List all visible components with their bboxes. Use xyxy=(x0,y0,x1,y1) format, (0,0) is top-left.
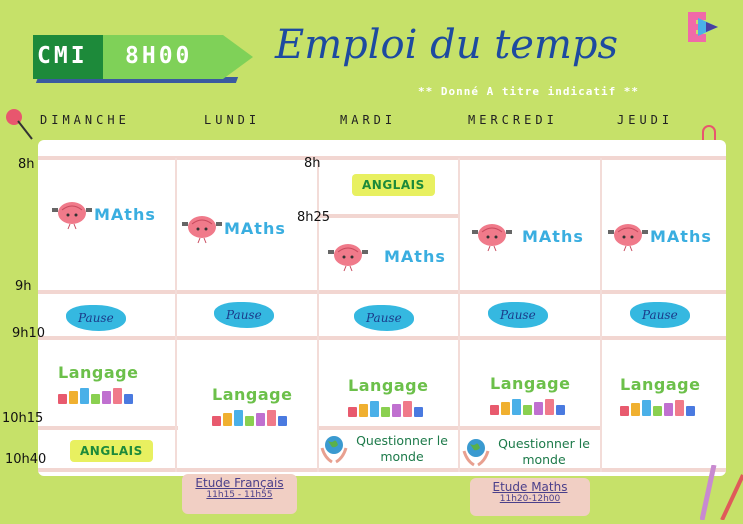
etude-hours: 11h15 - 11h55 xyxy=(206,490,273,500)
subject-maths: MAths xyxy=(384,246,446,266)
subject-langage: Langage xyxy=(58,363,139,382)
time-8h: 8h xyxy=(18,157,35,172)
cell-mercredi-maths: MAths xyxy=(470,220,584,252)
brain-icon xyxy=(50,198,94,230)
mardi-time-8h25: 8h25 xyxy=(297,210,331,225)
subject-maths: MAths xyxy=(650,226,712,246)
subject-questionner: Questionner le monde xyxy=(498,436,590,467)
brain-icon xyxy=(180,212,224,244)
books-icon xyxy=(620,394,698,416)
cell-mardi-questionner: Questionner le monde xyxy=(320,433,452,465)
class-banner: CMI 8H00 xyxy=(33,27,253,85)
cell-mardi-anglais: ANGLAIS xyxy=(352,174,435,196)
subject-langage: Langage xyxy=(348,376,429,395)
books-icon xyxy=(490,393,568,415)
subject-maths: MAths xyxy=(522,226,584,246)
cell-mardi-pause: Pause xyxy=(354,305,414,331)
cell-lundi-langage: Langage xyxy=(212,385,292,426)
logo xyxy=(684,8,722,46)
subject-langage: Langage xyxy=(620,375,701,394)
time-9h10: 9h10 xyxy=(12,326,46,341)
pushpin-icon xyxy=(2,105,36,145)
cell-dimanche-maths: MAths xyxy=(50,198,156,230)
cell-mardi-langage: Langage xyxy=(348,376,428,417)
books-icon xyxy=(348,395,426,417)
brain-icon xyxy=(326,240,370,272)
globe-hands-icon xyxy=(320,434,348,464)
cell-dimanche-anglais: ANGLAIS xyxy=(70,440,153,462)
subject-maths: MAths xyxy=(224,218,286,238)
cell-mercredi-questionner: Questionner le monde xyxy=(462,436,594,468)
time-9h: 9h xyxy=(15,279,32,294)
etude-hours: 11h20-12h00 xyxy=(499,494,561,504)
time-10h40: 10h40 xyxy=(5,452,47,467)
day-mardi: MARDI xyxy=(340,113,397,127)
day-jeudi: JEUDI xyxy=(617,113,674,127)
etude-francais: Etude Français 11h15 - 11h55 xyxy=(182,474,297,514)
class-label: CMI xyxy=(37,43,88,69)
paperclip-icon xyxy=(695,120,725,184)
time-10h15: 10h15 xyxy=(2,411,44,426)
etude-title: Etude Maths xyxy=(492,480,568,494)
cell-mercredi-langage: Langage xyxy=(490,374,570,415)
day-dimanche: DIMANCHE xyxy=(40,113,130,127)
pencil-icon xyxy=(699,464,743,524)
etude-maths: Etude Maths 11h20-12h00 xyxy=(470,478,590,516)
cell-lundi-maths: MAths xyxy=(180,212,286,244)
time-label: 8H00 xyxy=(125,43,193,69)
page-title: Emploi du temps xyxy=(275,22,619,68)
subject-maths: MAths xyxy=(94,204,156,224)
subtitle: ** Donné A titre indicatif ** xyxy=(418,85,640,98)
mardi-time-8h: 8h xyxy=(304,156,321,171)
books-icon xyxy=(58,382,136,404)
cell-lundi-pause: Pause xyxy=(214,302,274,328)
cell-dimanche-pause: Pause xyxy=(66,305,126,331)
day-mercredi: MERCREDI xyxy=(468,113,558,127)
cell-mardi-maths: MAths xyxy=(326,240,446,272)
cell-dimanche-langage: Langage xyxy=(58,363,138,404)
etude-title: Etude Français xyxy=(195,476,284,490)
cell-mercredi-pause: Pause xyxy=(488,302,548,328)
books-icon xyxy=(212,404,290,426)
cell-jeudi-pause: Pause xyxy=(630,302,690,328)
subject-langage: Langage xyxy=(212,385,293,404)
subject-questionner: Questionner le monde xyxy=(356,433,448,464)
cell-jeudi-langage: Langage xyxy=(620,375,700,416)
subject-langage: Langage xyxy=(490,374,571,393)
globe-hands-icon xyxy=(462,437,490,467)
brain-icon xyxy=(606,220,650,252)
brain-icon xyxy=(470,220,514,252)
day-lundi: LUNDI xyxy=(204,113,261,127)
cell-jeudi-maths: MAths xyxy=(606,220,712,252)
